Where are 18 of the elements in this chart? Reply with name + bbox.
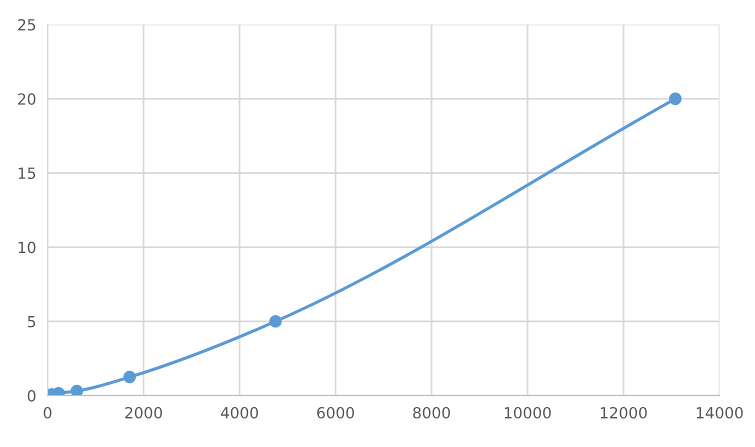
x-tick-label: 10000 — [504, 406, 551, 419]
point — [669, 92, 682, 106]
point — [123, 370, 136, 384]
x-tick-label: 6000 — [317, 406, 354, 419]
x-tick-label: 14000 — [696, 406, 743, 419]
x-tick-label: 12000 — [600, 406, 647, 419]
y-tick-label: 20 — [18, 93, 36, 105]
x-tick-label: 8000 — [413, 406, 450, 419]
y-tick-label: 15 — [18, 168, 36, 180]
y-tick-label: 5 — [28, 316, 36, 328]
x-tick-label: 2000 — [125, 406, 162, 419]
x-tick-label: 4000 — [220, 406, 258, 419]
x-tick-label: 0 — [44, 406, 52, 419]
y-tick-label: 10 — [18, 242, 36, 254]
y-tick-label: 25 — [18, 19, 36, 31]
y-tick-label: 0 — [28, 390, 36, 402]
point — [269, 315, 282, 328]
point — [70, 384, 84, 396]
